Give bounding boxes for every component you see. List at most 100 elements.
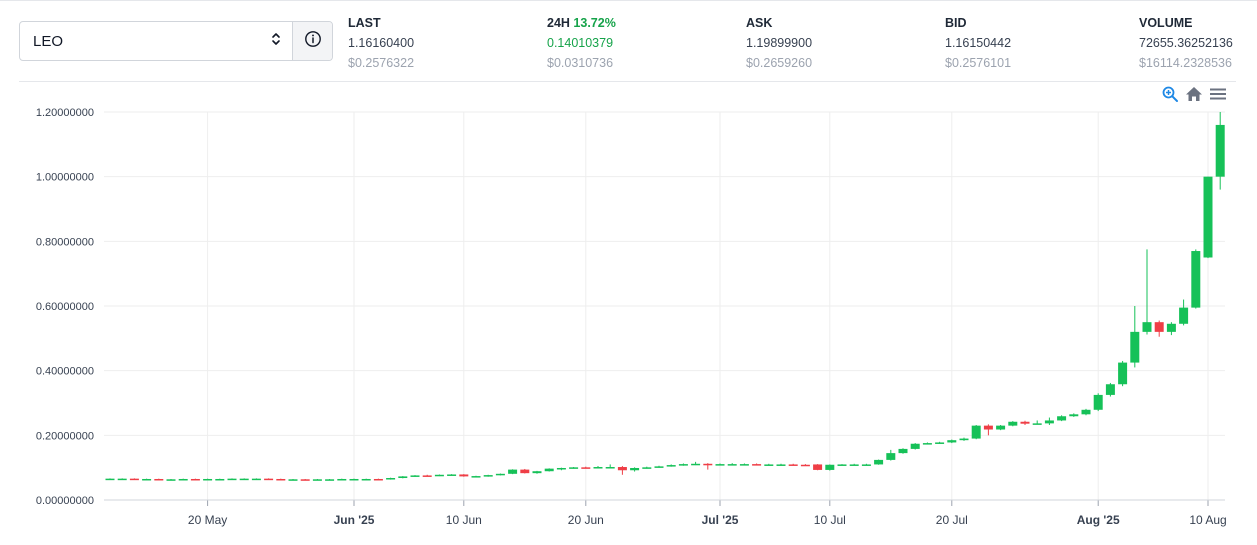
home-icon[interactable] (1184, 84, 1204, 104)
candle-body (1179, 307, 1189, 324)
candle (215, 478, 225, 481)
candle (1142, 249, 1152, 335)
stat-bid: BID 1.16150442 $0.2576101 (945, 13, 1011, 73)
candle-body (654, 466, 664, 468)
candle (1179, 299, 1189, 326)
candle-body (1191, 251, 1201, 308)
candle-body (178, 478, 188, 481)
candle-body (1118, 362, 1128, 385)
candle-body (996, 425, 1006, 430)
candle-body (471, 476, 481, 478)
market-select-value: LEO (33, 32, 64, 50)
candle (1020, 420, 1030, 425)
candle-body (800, 464, 810, 467)
candle (605, 464, 615, 469)
y-tick-label: 0.00000000 (36, 495, 94, 507)
candle (264, 478, 274, 481)
candle (1118, 360, 1128, 387)
candle (996, 424, 1006, 431)
candle (703, 463, 713, 470)
candle (190, 478, 200, 481)
x-tick-label: 20 Jun (568, 513, 604, 527)
candle (373, 478, 383, 481)
y-tick-label: 0.60000000 (36, 301, 94, 313)
candle (1081, 408, 1091, 416)
candle (678, 463, 688, 466)
market-selector[interactable]: LEO (19, 21, 333, 61)
candle (581, 466, 591, 469)
candle-body (349, 478, 359, 481)
stat-last-value: 1.16160400 (348, 36, 415, 50)
header-divider (19, 81, 1236, 82)
stat-bid-value: 1.16150442 (945, 36, 1012, 50)
candle (959, 437, 969, 441)
y-tick-label: 1.00000000 (36, 172, 94, 184)
candle (325, 478, 335, 481)
candle-body (959, 438, 969, 441)
candle-body (544, 468, 554, 472)
candle-body (495, 473, 505, 476)
candle-body (325, 479, 335, 481)
candle-body (752, 464, 762, 466)
candle (166, 478, 176, 481)
stat-24h: 24H 13.72% 0.14010379 $0.0310736 (547, 13, 616, 73)
stat-24h-value: 0.14010379 (547, 36, 614, 50)
candle (935, 441, 945, 444)
stat-volume-value: 72655.36252136 (1139, 36, 1233, 50)
candle (1191, 249, 1201, 309)
candle-body (813, 464, 823, 470)
candle-body (715, 464, 725, 466)
stat-last-usd: $0.2576322 (348, 56, 415, 70)
candle (910, 443, 920, 450)
candle-body (837, 464, 847, 466)
candle-body (532, 471, 542, 474)
candle (361, 478, 371, 481)
candle (739, 463, 749, 466)
stat-24h-label: 24H (547, 16, 570, 30)
candle-body (1032, 423, 1042, 425)
candle (544, 468, 554, 472)
candle-body (264, 478, 274, 481)
candle-body (727, 464, 737, 466)
x-tick-label: 20 Jul (936, 513, 968, 527)
candle-body (1057, 416, 1067, 421)
candle-body (983, 425, 993, 430)
info-button[interactable] (292, 22, 332, 60)
candle (886, 449, 896, 461)
candle (178, 478, 188, 481)
candle (776, 463, 786, 466)
candle-body (691, 463, 701, 466)
candle (898, 448, 908, 454)
candle (849, 463, 859, 466)
stat-ask: ASK 1.19899900 $0.2659260 (746, 13, 812, 73)
candle-body (788, 464, 798, 466)
candle-body (422, 475, 432, 477)
stat-last-label: LAST (348, 16, 381, 30)
candle-body (1044, 420, 1054, 424)
candle (593, 466, 603, 469)
candle (1057, 415, 1067, 422)
candle-body (1008, 421, 1018, 426)
candle-body (581, 467, 591, 469)
candle-body (886, 453, 896, 460)
candle-body (593, 467, 603, 469)
candle (1044, 417, 1054, 425)
candle-body (556, 467, 566, 470)
menu-icon[interactable] (1208, 84, 1228, 104)
candle (1032, 420, 1042, 425)
candle (142, 478, 152, 481)
market-select[interactable]: LEO (20, 22, 292, 60)
candle-body (373, 478, 383, 481)
zoom-in-icon[interactable] (1160, 84, 1180, 104)
candle-body (337, 478, 347, 481)
info-icon (304, 30, 322, 53)
candle (666, 464, 676, 467)
candle-body (215, 478, 225, 481)
candle-body (642, 467, 652, 469)
stat-volume-usd: $16114.2328536 (1139, 56, 1232, 70)
candle-body (910, 443, 920, 449)
candle (1203, 176, 1213, 259)
candle (398, 476, 408, 479)
x-tick-label: 10 Aug (1189, 513, 1226, 527)
